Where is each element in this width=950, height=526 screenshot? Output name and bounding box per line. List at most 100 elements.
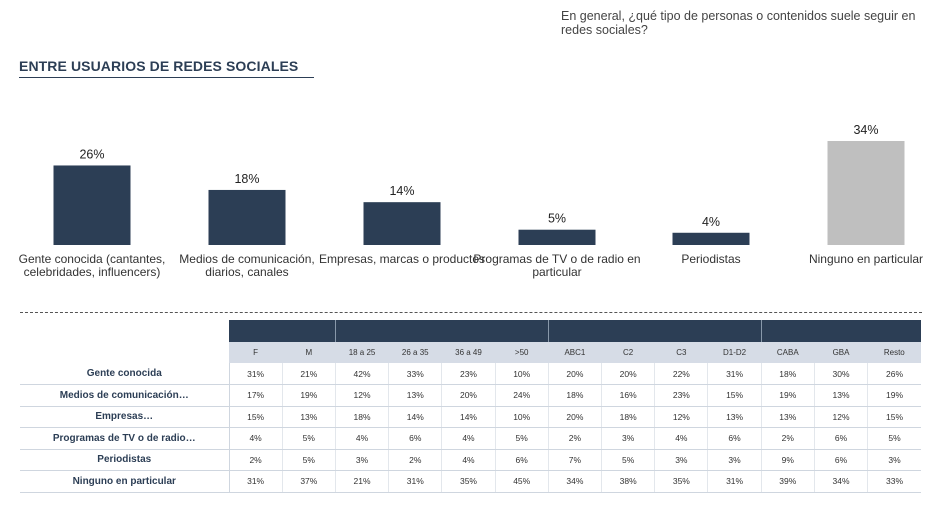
table-cell: 31% [229,470,283,493]
table-cell: 7% [548,449,603,471]
table-row: Programas de TV o de radio… 4% 5% 4% 6% 4% 5% 2… [20,427,921,450]
table-cell: 17% [229,384,283,407]
bar [363,202,441,245]
breakdown-table: F M 18 a 25 26 a 35 36 a 49 >50 ABC1 C2 C3 D1-D2 C… [20,320,921,493]
column-header: C3 [654,342,708,363]
category-label: Periodistas [681,252,740,266]
table-cell: 4% [654,427,709,450]
column-header: ABC1 [548,342,602,363]
table-cell: 14% [441,406,496,428]
table-cell: 13% [761,406,815,428]
table-cell: 33% [867,470,921,493]
table-cell: 20% [601,363,656,385]
table-cell: 21% [282,363,336,385]
table-cell: 42% [335,363,390,385]
table-cell: 3% [867,449,921,471]
row-label: Programas de TV o de radio… [20,427,230,450]
table-cell: 4% [229,427,283,450]
column-header: 18 a 25 [335,342,389,363]
category-label: diarios, canales [205,265,288,279]
row-label: Medios de comunicación… [20,384,230,407]
row-label: Empresas… [20,406,230,428]
table-cell: 2% [761,427,815,450]
table-cell: 31% [388,470,443,493]
table-cell: 20% [548,363,603,385]
table-cell: 30% [814,363,869,385]
table-cell: 20% [441,384,496,407]
group-header-edad [335,320,549,342]
table-cell: 2% [548,427,603,450]
table-cell: 5% [282,427,336,450]
row-label: Ninguno en particular [20,470,230,493]
table-cell: 4% [335,427,390,450]
column-header: Resto [867,342,921,363]
column-header: GBA [814,342,868,363]
bar-value-label: 4% [702,215,720,229]
table-row: Periodistas 2% 5% 3% 2% 4% 6% 7% 5% 3% 3% 9% 6% 3% [20,449,921,471]
table-cell: 20% [548,406,603,428]
table-cell: 39% [761,470,815,493]
category-label: Gente conocida (cantantes, [19,252,166,266]
table-cell: 12% [654,406,709,428]
table-cell: 24% [495,384,549,407]
table-cell: 31% [229,363,283,385]
bar [53,165,131,245]
table-cell: 19% [282,384,336,407]
table-cell: 5% [867,427,921,450]
table-cell: 12% [814,406,869,428]
category-label: celebridades, influencers) [24,265,161,279]
column-header: F [229,342,283,363]
table-cell: 10% [495,363,549,385]
table-cell: 18% [761,363,815,385]
category-label: particular [532,265,581,279]
table-cell: 13% [707,406,762,428]
table-cell: 33% [388,363,443,385]
table-cell: 10% [495,406,549,428]
table-cell: 5% [495,427,549,450]
table-cell: 5% [601,449,656,471]
column-header: M [282,342,336,363]
table-cell: 45% [495,470,549,493]
table-cell: 34% [814,470,869,493]
group-header-sexo [229,320,336,342]
table-cell: 31% [707,363,762,385]
table-cell: 23% [654,384,709,407]
table-cell: 6% [814,449,869,471]
table-cell: 6% [388,427,443,450]
table-cell: 13% [282,406,336,428]
bar-value-label: 34% [853,123,878,137]
table-cell: 13% [814,384,869,407]
dashed-divider [20,312,922,313]
group-header-row [20,320,921,342]
column-header: D1-D2 [707,342,762,363]
table-row: Ninguno en particular 31% 37% 21% 31% 35% 45% 3… [20,470,921,493]
table-cell: 3% [707,449,762,471]
table-cell: 19% [867,384,921,407]
table-cell: 3% [654,449,709,471]
section-title: ENTRE USUARIOS DE REDES SOCIALES [19,58,299,74]
survey-question: En general, ¿qué tipo de personas o cont… [561,9,916,37]
table-cell: 6% [707,427,762,450]
group-header-nse [548,320,762,342]
column-header: 26 a 35 [388,342,442,363]
table-cell: 35% [441,470,496,493]
table-cell: 2% [388,449,443,471]
column-header: 36 a 49 [441,342,496,363]
bar [672,232,750,245]
table-cell: 15% [707,384,762,407]
bar-chart: 26% Gente conocida (cantantes,celebridade… [19,123,923,279]
table-cell: 18% [601,406,656,428]
table-cell: 15% [229,406,283,428]
column-header-row: F M 18 a 25 26 a 35 36 a 49 >50 ABC1 C2 C3 D1-D2 C… [20,342,921,363]
bar [518,229,596,245]
category-label: Empresas, marcas o productos [319,252,485,266]
table-cell: 15% [867,406,921,428]
category-label: Medios de comunicación, [179,252,314,266]
table-cell: 26% [867,363,921,385]
bar-value-label: 5% [548,212,566,226]
table-cell: 14% [388,406,443,428]
table-cell: 31% [707,470,762,493]
table-cell: 34% [548,470,603,493]
bar-value-label: 26% [79,147,104,161]
column-header: C2 [601,342,655,363]
